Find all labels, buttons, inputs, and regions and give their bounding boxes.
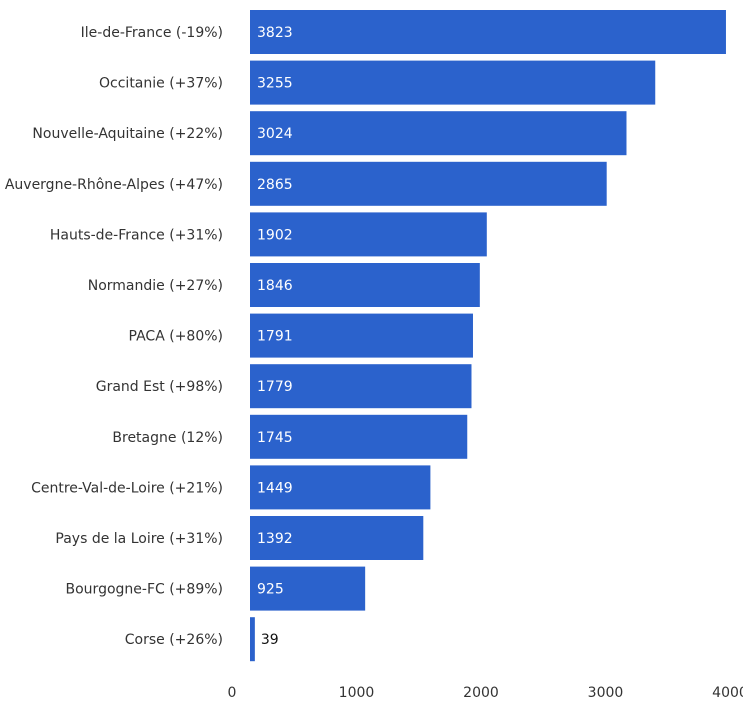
category-label-0: Ile-de-France (-19%) (81, 25, 223, 41)
category-label-4: Hauts-de-France (+31%) (50, 227, 223, 243)
value-label-4: 1902 (257, 227, 293, 243)
x-tick-label-0: 0 (228, 685, 237, 701)
bar-2 (250, 111, 627, 156)
category-labels-group: Ile-de-France (-19%) Occitanie (+37%) Nouv… (5, 25, 223, 648)
value-label-5: 1846 (257, 278, 293, 294)
bars-group (250, 10, 726, 662)
category-label-10: Pays de la Loire (+31%) (55, 531, 223, 547)
category-label-3: Auvergne-Rhône-Alpes (+47%) (5, 177, 223, 193)
bar-3 (250, 161, 607, 206)
category-label-11: Bourgogne-FC (+89%) (66, 582, 223, 598)
bar-0 (250, 10, 726, 54)
bar-1 (250, 60, 656, 105)
bar-12 (250, 617, 255, 662)
value-label-11: 925 (257, 582, 284, 598)
bar-5 (250, 263, 480, 307)
bar-8 (250, 414, 468, 459)
value-label-0: 3823 (257, 25, 293, 41)
value-label-1: 3255 (257, 76, 293, 92)
category-label-2: Nouvelle-Aquitaine (+22%) (32, 126, 223, 142)
bar-4 (250, 212, 487, 257)
value-label-3: 2865 (257, 177, 293, 193)
value-label-2: 3024 (257, 126, 293, 142)
value-label-10: 1392 (257, 531, 293, 547)
category-label-6: PACA (+80%) (129, 329, 223, 345)
bar-11 (250, 566, 366, 611)
x-tick-label-2: 2000 (463, 685, 499, 701)
x-axis-ticks-group: 0 1000 2000 3000 4000 (228, 685, 743, 701)
x-tick-label-1: 1000 (339, 685, 375, 701)
value-labels-group: 3823 3255 3024 2865 1902 1846 1791 1779 1745 1449… (257, 25, 293, 648)
category-label-9: Centre-Val-de-Loire (+21%) (31, 480, 223, 496)
value-label-8: 1745 (257, 430, 293, 446)
category-label-1: Occitanie (+37%) (99, 76, 223, 92)
value-label-6: 1791 (257, 329, 293, 345)
bar-7 (250, 364, 472, 409)
x-tick-label-4: 4000 (712, 685, 743, 701)
bar-6 (250, 313, 473, 358)
category-label-5: Normandie (+27%) (88, 278, 223, 294)
value-label-12: 39 (261, 632, 279, 648)
value-label-9: 1449 (257, 480, 293, 496)
bar-10 (250, 516, 424, 560)
value-label-7: 1779 (257, 379, 293, 395)
category-label-8: Bretagne (12%) (112, 430, 223, 446)
x-tick-label-3: 3000 (588, 685, 624, 701)
category-label-12: Corse (+26%) (125, 632, 223, 648)
category-label-7: Grand Est (+98%) (96, 379, 223, 395)
bar-9 (250, 465, 431, 510)
